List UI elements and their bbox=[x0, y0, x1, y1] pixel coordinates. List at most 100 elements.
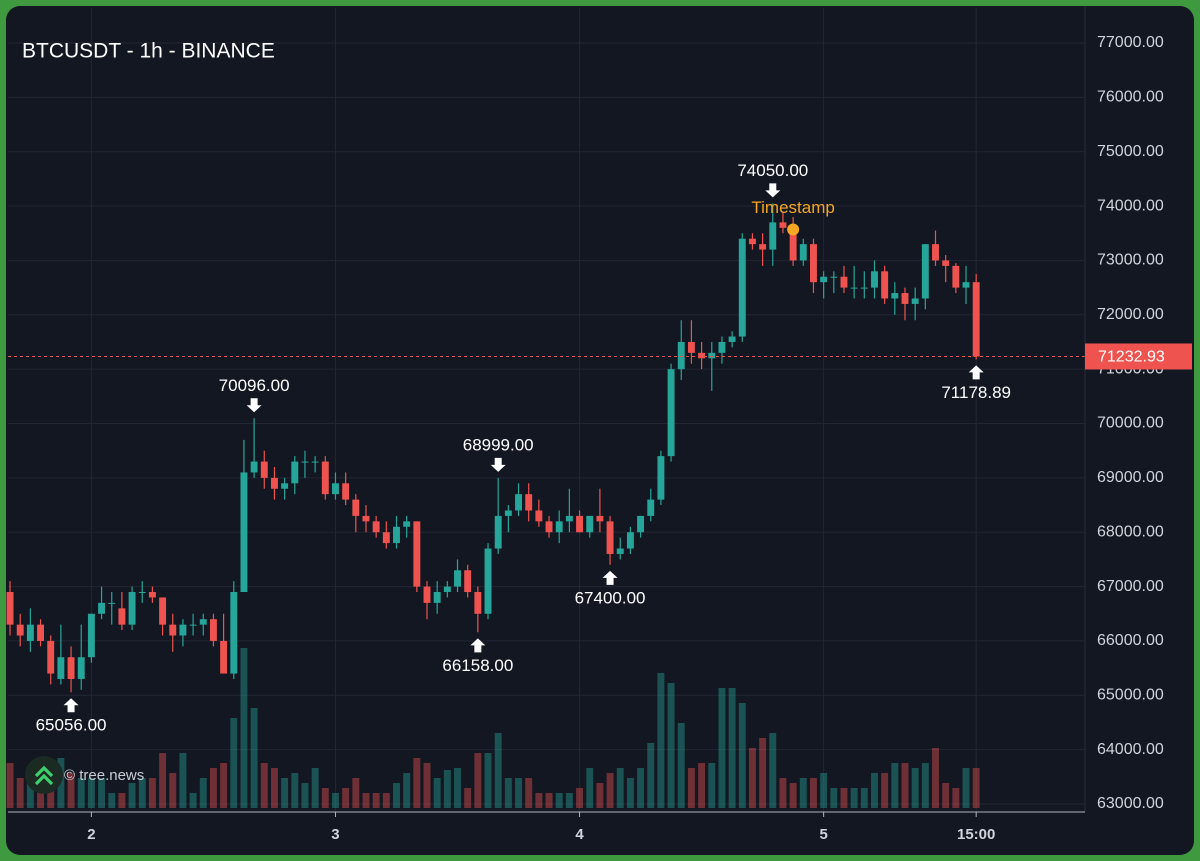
candle-body bbox=[159, 597, 167, 625]
candle-body bbox=[454, 570, 461, 587]
volume-bar bbox=[362, 793, 370, 808]
volume-bar bbox=[433, 778, 441, 808]
candle-body bbox=[209, 619, 217, 641]
current-price-box bbox=[1085, 343, 1192, 370]
candle-body bbox=[606, 521, 614, 554]
candle-body bbox=[504, 510, 512, 516]
volume-bar bbox=[250, 708, 258, 808]
candle-body bbox=[108, 602, 116, 604]
volume-bar bbox=[98, 778, 106, 808]
candle-body bbox=[535, 510, 543, 522]
volume-bar bbox=[77, 778, 85, 808]
volume-layer bbox=[6, 648, 980, 808]
volume-bar bbox=[464, 788, 472, 808]
candle-body bbox=[911, 298, 919, 304]
candle-body bbox=[372, 521, 380, 533]
candle-body bbox=[148, 592, 156, 598]
volume-bar bbox=[789, 783, 797, 808]
volume-bar bbox=[159, 753, 167, 808]
y-tick-label: 77000.00 bbox=[1097, 34, 1164, 51]
chart-title: BTCUSDT - 1h - BINANCE bbox=[22, 40, 275, 63]
x-tick-label: 2 bbox=[87, 826, 95, 843]
volume-bar bbox=[647, 743, 655, 808]
volume-bar bbox=[230, 718, 238, 808]
volume-bar bbox=[586, 768, 594, 808]
candle-body bbox=[637, 515, 645, 533]
volume-bar bbox=[474, 753, 482, 808]
candle-body bbox=[515, 494, 522, 511]
annotation-arrow bbox=[490, 457, 506, 472]
watermark: © tree.news bbox=[25, 756, 144, 794]
volume-bar bbox=[779, 778, 787, 808]
candle-body bbox=[26, 624, 34, 641]
y-tick-label: 76000.00 bbox=[1097, 89, 1164, 106]
candle-body bbox=[403, 521, 411, 527]
candle-body bbox=[555, 521, 563, 533]
volume-bar bbox=[891, 763, 899, 808]
candle-body bbox=[189, 624, 197, 626]
candle-body bbox=[57, 657, 65, 679]
candle-body bbox=[850, 287, 858, 289]
candle-body bbox=[881, 271, 889, 299]
candle-body bbox=[647, 499, 655, 516]
volume-bar bbox=[220, 763, 228, 808]
volume-bar bbox=[606, 773, 614, 808]
candle-body bbox=[494, 515, 502, 549]
volume-bar bbox=[911, 768, 919, 808]
candle-body bbox=[748, 238, 756, 245]
candle-body bbox=[128, 592, 136, 625]
y-tick-label: 66000.00 bbox=[1097, 632, 1164, 649]
candle-body bbox=[179, 624, 187, 636]
candle-body bbox=[433, 592, 441, 603]
annotation-arrow bbox=[765, 183, 781, 198]
candle-body bbox=[972, 282, 980, 357]
x-tick-label: 3 bbox=[331, 826, 339, 843]
candle-body bbox=[484, 548, 492, 614]
volume-bar bbox=[332, 793, 339, 808]
volume-bar bbox=[698, 763, 706, 808]
volume-bar bbox=[169, 773, 177, 808]
current-price-label: 71232.93 bbox=[1098, 349, 1165, 366]
volume-bar bbox=[352, 778, 360, 808]
candle-body bbox=[871, 271, 878, 288]
volume-bar bbox=[972, 768, 980, 808]
timestamp-label: Timestamp bbox=[751, 198, 834, 217]
y-tick-label: 73000.00 bbox=[1097, 252, 1164, 269]
candle-body bbox=[362, 515, 370, 522]
volume-bar bbox=[850, 788, 858, 808]
candle-body bbox=[789, 227, 797, 261]
candle-body bbox=[169, 624, 177, 636]
x-tick-label: 15:00 bbox=[957, 826, 995, 843]
volume-bar bbox=[403, 773, 411, 808]
candle-body bbox=[47, 640, 55, 674]
candle-body bbox=[342, 483, 350, 500]
candle-body bbox=[626, 532, 634, 549]
annotation-arrow bbox=[63, 698, 79, 713]
volume-bar bbox=[515, 778, 522, 808]
annotation-arrow bbox=[470, 638, 486, 653]
candle-body bbox=[67, 657, 75, 679]
watermark-icon bbox=[34, 765, 54, 786]
volume-bar bbox=[443, 770, 451, 808]
candle-body bbox=[311, 461, 319, 463]
volume-bar bbox=[372, 793, 380, 808]
volume-bar bbox=[810, 778, 817, 808]
volume-bar bbox=[687, 768, 695, 808]
y-tick-label: 68000.00 bbox=[1097, 523, 1164, 540]
volume-bar bbox=[871, 773, 878, 808]
candle-body bbox=[616, 548, 624, 554]
candle-body bbox=[87, 613, 95, 658]
candle-body bbox=[6, 592, 14, 625]
y-tick-label: 67000.00 bbox=[1097, 578, 1164, 595]
candle-body bbox=[260, 461, 268, 478]
y-tick-label: 69000.00 bbox=[1097, 469, 1164, 486]
candle-body bbox=[291, 461, 299, 484]
y-tick-label: 72000.00 bbox=[1097, 306, 1164, 323]
volume-bar bbox=[209, 768, 217, 808]
candle-body bbox=[759, 244, 767, 250]
volume-bar bbox=[708, 763, 716, 808]
axes: 63000.00 64000.00 65000.00 66000.00 67000.00… bbox=[87, 34, 1192, 843]
candle-body bbox=[118, 608, 126, 625]
